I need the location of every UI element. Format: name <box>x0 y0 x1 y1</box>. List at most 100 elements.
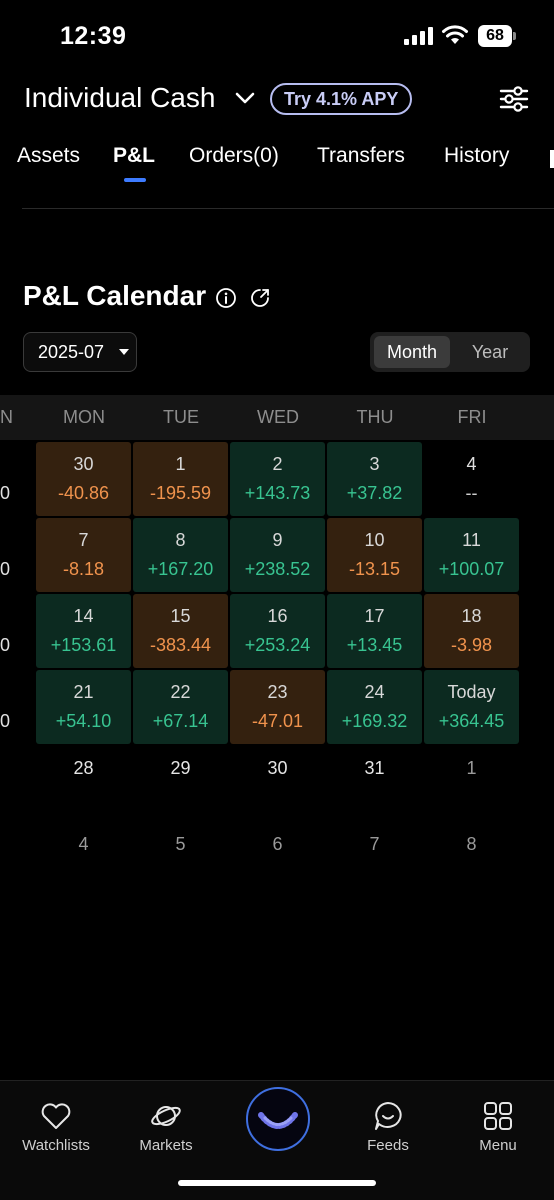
weekday-clipped: N <box>0 407 13 427</box>
nav-watchlists[interactable]: Watchlists <box>6 1099 106 1154</box>
calendar-day-pnl: +167.20 <box>147 559 214 579</box>
calendar-day-cell: 8 <box>424 822 519 896</box>
calendar-day-cell[interactable]: 9 +238.52 <box>230 518 325 592</box>
calendar-day-cell: 28 <box>36 746 131 820</box>
calendar-day-number: 11 <box>462 530 481 550</box>
tab-history[interactable]: History <box>444 144 510 167</box>
chat-smile-icon <box>375 1102 402 1130</box>
info-icon[interactable] <box>215 287 237 309</box>
pnl-calendar-title: P&L Calendar <box>23 280 207 311</box>
calendar-day-pnl: -- <box>465 483 478 503</box>
nav-home-button[interactable] <box>246 1087 310 1151</box>
nav-menu[interactable]: Menu <box>448 1099 548 1154</box>
calendar-day-number: 30 <box>267 758 288 778</box>
calendar-day-cell[interactable]: 1 -195.59 <box>133 442 228 516</box>
month-toggle-button[interactable]: Month <box>374 336 450 368</box>
calendar-day-cell: 5 <box>133 822 228 896</box>
calendar-day-cell: 1 <box>424 746 519 820</box>
calendar-day-pnl: -13.15 <box>348 559 401 579</box>
calendar-day-cell[interactable]: 16 +253.24 <box>230 594 325 668</box>
calendar-day-pnl: -40.86 <box>57 483 110 503</box>
calendar-day-pnl: -383.44 <box>149 635 212 655</box>
weekday-mon: MON <box>63 407 105 427</box>
calendar-day-number: 15 <box>170 606 191 626</box>
calendar-day-cell[interactable]: 14 +153.61 <box>36 594 131 668</box>
calendar-day-cell: 6 <box>230 822 325 896</box>
month-select-value: 2025-07 <box>38 342 105 362</box>
calendar-day-number: 16 <box>267 606 288 626</box>
calendar-day-cell[interactable]: Today +364.45 <box>424 670 519 744</box>
calendar-day-cell[interactable]: 30 -40.86 <box>36 442 131 516</box>
calendar-day-pnl: +253.24 <box>244 635 311 655</box>
calendar-day-number: 8 <box>175 530 186 550</box>
weekday-wed: WED <box>257 407 299 427</box>
calendar-day-pnl: +13.45 <box>346 635 403 655</box>
calendar-day-number: 30 <box>73 454 94 474</box>
month-select[interactable]: 2025-07 <box>23 332 137 372</box>
tab-pnl[interactable]: P&L <box>113 144 155 167</box>
calendar-day-cell[interactable]: 15 -383.44 <box>133 594 228 668</box>
calendar-day-cell[interactable]: 24 +169.32 <box>327 670 422 744</box>
calendar-day-cell[interactable]: 4 -- <box>424 442 519 516</box>
calendar-day-number: 29 <box>170 758 191 778</box>
calendar-day-number: 1 <box>466 758 477 778</box>
calendar-day-number: 10 <box>364 530 385 550</box>
heart-icon <box>41 1103 71 1129</box>
calendar-day-pnl: -8.18 <box>62 559 105 579</box>
grid-icon <box>484 1102 512 1130</box>
calendar-day-cell[interactable]: 7 -8.18 <box>36 518 131 592</box>
weekday-fri: FRI <box>457 407 487 427</box>
calendar-day-number: Today <box>447 682 496 702</box>
calendar-day-pnl: +100.07 <box>438 559 505 579</box>
weekday-thu: THU <box>356 407 394 427</box>
apy-badge[interactable]: Try 4.1% APY <box>270 83 413 115</box>
calendar-day-number: 22 <box>170 682 191 702</box>
home-smile-icon <box>258 1112 298 1129</box>
calendar-day-cell[interactable]: 21 +54.10 <box>36 670 131 744</box>
clipped-weekend-value: 0 <box>0 483 11 503</box>
calendar-day-number: 4 <box>78 834 89 854</box>
year-toggle-button[interactable]: Year <box>471 342 509 362</box>
status-time: 12:39 <box>60 22 127 50</box>
calendar-day-cell[interactable]: 11 +100.07 <box>424 518 519 592</box>
calendar-day-pnl: -3.98 <box>450 635 493 655</box>
planet-icon <box>151 1106 181 1126</box>
calendar-day-number: 7 <box>78 530 89 550</box>
nav-feeds-label: Feeds <box>367 1137 409 1154</box>
calendar-day-cell[interactable]: 8 +167.20 <box>133 518 228 592</box>
share-icon[interactable] <box>249 287 271 309</box>
calendar-day-cell[interactable]: 18 -3.98 <box>424 594 519 668</box>
calendar-day-number: 24 <box>364 682 385 702</box>
calendar-day-number: 18 <box>461 606 482 626</box>
calendar-day-cell[interactable]: 22 +67.14 <box>133 670 228 744</box>
weekday-header: N MON TUE WED THU FRI <box>0 395 554 440</box>
calendar-day-pnl: -195.59 <box>149 483 212 503</box>
nav-markets[interactable]: Markets <box>116 1099 216 1154</box>
calendar-day-cell[interactable]: 3 +37.82 <box>327 442 422 516</box>
calendar-day-number: 6 <box>272 834 283 854</box>
calendar-day-cell[interactable]: 10 -13.15 <box>327 518 422 592</box>
tab-transfers[interactable]: Transfers <box>317 144 405 167</box>
calendar-day-number: 8 <box>466 834 477 854</box>
calendar-day-cell: 7 <box>327 822 422 896</box>
calendar-day-number: 2 <box>272 454 283 474</box>
tab-assets[interactable]: Assets <box>17 144 81 167</box>
nav-feeds[interactable]: Feeds <box>338 1099 438 1154</box>
calendar-day-cell[interactable]: 17 +13.45 <box>327 594 422 668</box>
calendar-day-pnl: +169.32 <box>341 711 408 731</box>
calendar-day-cell: 31 <box>327 746 422 820</box>
settings-sliders-icon[interactable] <box>498 84 530 114</box>
calendar-day-cell: 29 <box>133 746 228 820</box>
battery-icon: 68 <box>478 25 518 47</box>
calendar-day-number: 17 <box>364 606 385 626</box>
calendar-day-cell[interactable]: 23 -47.01 <box>230 670 325 744</box>
view-toggle: Month Year <box>370 332 530 372</box>
tab-orders[interactable]: Orders(0) <box>189 144 279 167</box>
chevron-down-icon[interactable] <box>234 90 256 106</box>
calendar-day-pnl: +238.52 <box>244 559 311 579</box>
account-title[interactable]: Individual Cash <box>24 82 216 113</box>
home-indicator <box>178 1180 376 1186</box>
calendar-day-number: 9 <box>272 530 283 550</box>
calendar-day-cell[interactable]: 2 +143.73 <box>230 442 325 516</box>
account-tabs: Assets P&L Orders(0) Transfers History <box>0 144 554 188</box>
